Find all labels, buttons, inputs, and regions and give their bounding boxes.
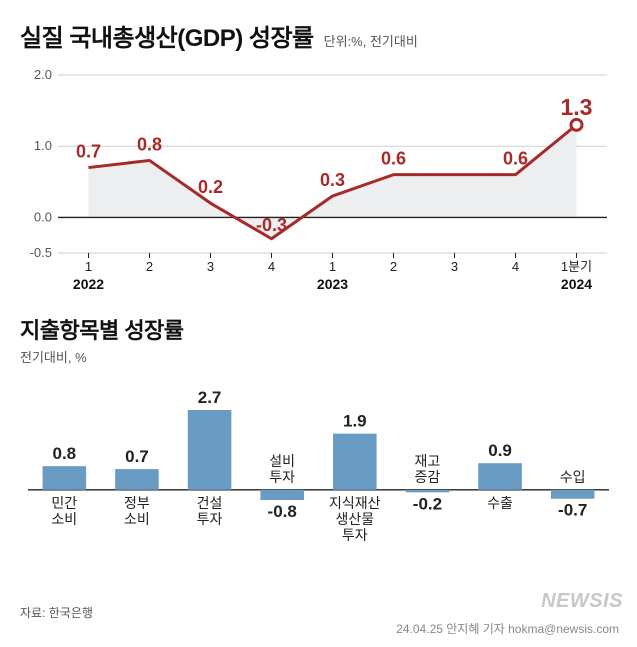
svg-text:2023: 2023 xyxy=(317,276,348,292)
svg-text:1: 1 xyxy=(329,259,336,274)
svg-text:1분기: 1분기 xyxy=(561,259,592,274)
svg-text:재고: 재고 xyxy=(415,453,441,469)
svg-text:소비: 소비 xyxy=(124,511,150,527)
source-text: 자료: 한국은행 xyxy=(20,604,617,621)
svg-text:-0.8: -0.8 xyxy=(268,502,297,521)
svg-text:투자: 투자 xyxy=(197,511,223,527)
svg-text:소비: 소비 xyxy=(51,511,77,527)
chart1-unit: 단위:%, 전기대비 xyxy=(324,31,418,50)
svg-text:0.8: 0.8 xyxy=(137,134,162,154)
gdp-line-chart: -0.5 0.0 1.0 2.0 0.7 0.8 0.2 -0.3 0.3 0.6 0.6 1.3 1 2… xyxy=(20,65,617,295)
svg-text:0.8: 0.8 xyxy=(52,444,76,463)
svg-text:0.9: 0.9 xyxy=(488,441,512,460)
svg-text:0.6: 0.6 xyxy=(503,149,528,169)
svg-text:1.9: 1.9 xyxy=(343,412,367,431)
svg-text:-0.5: -0.5 xyxy=(30,245,52,260)
svg-text:수출: 수출 xyxy=(487,495,513,511)
svg-text:0.6: 0.6 xyxy=(381,149,406,169)
svg-text:증감: 증감 xyxy=(415,469,441,485)
svg-text:정부: 정부 xyxy=(124,495,150,511)
svg-text:수입: 수입 xyxy=(560,469,586,485)
svg-text:-0.7: -0.7 xyxy=(558,501,587,520)
svg-text:투자: 투자 xyxy=(269,469,295,485)
svg-text:4: 4 xyxy=(268,259,275,274)
svg-text:2024: 2024 xyxy=(561,276,592,292)
svg-text:1: 1 xyxy=(85,259,92,274)
svg-text:0.7: 0.7 xyxy=(76,142,101,162)
svg-text:0.7: 0.7 xyxy=(125,447,149,466)
svg-text:2.7: 2.7 xyxy=(198,388,222,407)
svg-text:0.2: 0.2 xyxy=(198,177,223,197)
svg-text:1.0: 1.0 xyxy=(34,138,52,153)
category-bar-chart: 0.8민간소비0.7정부소비2.7건설투자-0.8설비투자1.9지식재산생산물투… xyxy=(20,374,617,594)
svg-text:-0.3: -0.3 xyxy=(256,215,287,235)
svg-text:민간: 민간 xyxy=(51,495,77,511)
svg-text:지식재산: 지식재산 xyxy=(329,495,381,511)
svg-text:2.0: 2.0 xyxy=(34,67,52,82)
watermark: NEWSIS xyxy=(541,590,623,613)
svg-text:건설: 건설 xyxy=(197,495,223,511)
svg-text:2: 2 xyxy=(390,259,397,274)
svg-text:생산물: 생산물 xyxy=(335,511,374,527)
svg-text:2: 2 xyxy=(146,259,153,274)
chart2-unit: 전기대비, % xyxy=(20,347,617,366)
svg-text:4: 4 xyxy=(512,259,519,274)
chart2-title: 지출항목별 성장률 xyxy=(20,313,617,345)
svg-text:0.3: 0.3 xyxy=(320,170,345,190)
svg-text:2022: 2022 xyxy=(73,276,104,292)
svg-text:0.0: 0.0 xyxy=(34,209,52,224)
svg-text:-0.2: -0.2 xyxy=(413,494,442,513)
svg-text:투자: 투자 xyxy=(342,527,368,543)
svg-text:3: 3 xyxy=(451,259,458,274)
credit-text: 24.04.25 안지혜 기자 hokma@newsis.com xyxy=(396,620,619,637)
svg-text:설비: 설비 xyxy=(269,453,295,469)
svg-text:1.3: 1.3 xyxy=(561,94,593,120)
svg-text:3: 3 xyxy=(207,259,214,274)
chart1-title: 실질 국내총생산(GDP) 성장률 xyxy=(20,18,314,53)
